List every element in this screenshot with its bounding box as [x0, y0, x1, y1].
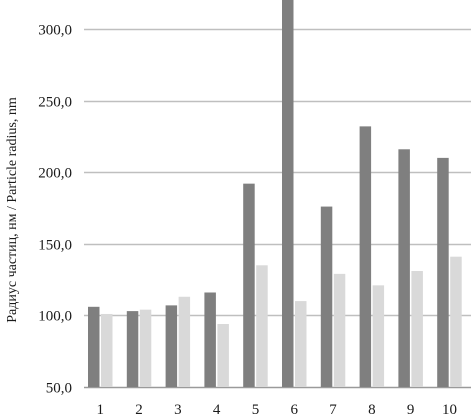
y-tick-label: 100,0	[38, 309, 72, 325]
x-tick-label: 10	[442, 402, 457, 418]
bar-series-2	[178, 296, 191, 387]
bar-series-1	[282, 0, 294, 388]
bar-series-1	[88, 306, 100, 387]
bar-series-2	[411, 271, 423, 387]
x-tick-label: 6	[291, 402, 299, 418]
bar-series-2	[450, 256, 462, 387]
bar-series-1	[126, 311, 139, 387]
bar-series-2	[139, 309, 152, 387]
x-tick-label: 8	[368, 402, 376, 418]
x-tick-label: 4	[213, 402, 221, 418]
y-tick-label: 50,0	[46, 381, 72, 397]
bar-series-2	[295, 301, 307, 387]
y-tick-label: 250,0	[38, 95, 72, 111]
y-tick-label: 300,0	[38, 23, 72, 39]
x-tick-label: 3	[174, 402, 182, 418]
bar-series-2	[333, 273, 346, 387]
x-tick-label: 1	[97, 402, 105, 418]
bar-series-1	[320, 206, 333, 387]
bar-series-1	[359, 126, 372, 387]
bar-series-1	[437, 157, 449, 387]
bar-series-1	[243, 183, 255, 387]
bar-series-1	[398, 149, 410, 387]
x-tick-label: 2	[135, 402, 143, 418]
x-tick-label: 5	[252, 402, 260, 418]
y-axis-label: Радиус частиц, нм / Particle radius, nm	[5, 97, 20, 323]
bar-series-1	[165, 305, 178, 387]
y-tick-label: 150,0	[38, 238, 72, 254]
y-axis-ticks: 50,0 100,0 150,0 200,0 250,0 300,0	[38, 23, 72, 397]
x-tick-label: 9	[407, 402, 415, 418]
bar-series-2	[217, 323, 229, 387]
bar-series-2	[101, 313, 113, 387]
bar-series-2	[256, 265, 268, 387]
y-tick-label: 200,0	[38, 166, 72, 182]
bar-series-2	[372, 285, 385, 387]
x-axis-ticks: 1 2 3 4 5 6 7 8 9 10	[97, 402, 457, 418]
x-tick-label: 7	[329, 402, 337, 418]
bar-series-1	[204, 292, 216, 387]
bars	[88, 0, 462, 388]
